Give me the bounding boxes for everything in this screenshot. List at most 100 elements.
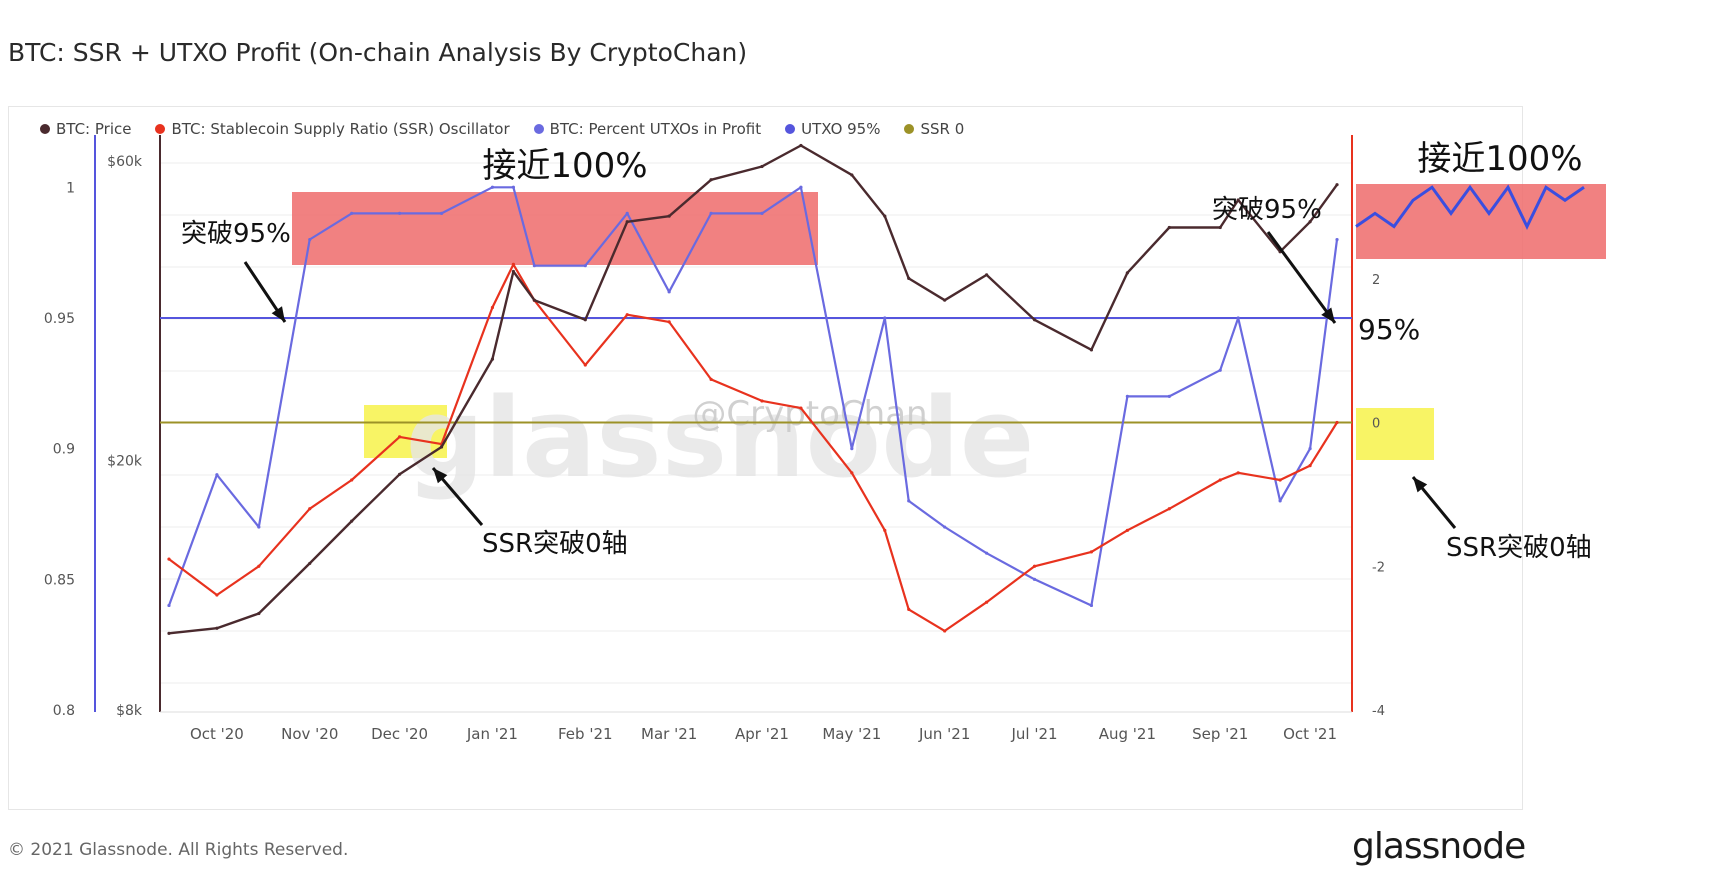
legend-item[interactable]: BTC: Price	[40, 120, 131, 138]
utxo-series-line-point	[1032, 577, 1037, 581]
utxo-series-line-point	[1089, 603, 1094, 608]
annotation-95pct: 95%	[1358, 313, 1420, 346]
legend-item[interactable]: BTC: Stablecoin Supply Ratio (SSR) Oscil…	[155, 120, 510, 138]
price-series-line-point	[350, 519, 354, 523]
ssr-series-line-point	[511, 262, 516, 266]
price-series-line-point	[1032, 318, 1037, 322]
price-tick-label: $20k	[107, 453, 143, 469]
price-series-line-point	[439, 445, 444, 449]
x-tick-label: Feb '21	[558, 725, 613, 743]
legend-dot-icon	[533, 124, 544, 134]
utxo-series-line	[167, 186, 1339, 607]
price-series-line-point	[625, 220, 629, 224]
x-tick-label: May '21	[822, 725, 881, 743]
utxo-series-line-point	[308, 237, 312, 242]
legend-item[interactable]: SSR 0	[904, 120, 964, 138]
ssr-series-line-point	[760, 399, 764, 403]
ssr-series-line-point	[799, 406, 803, 410]
annotation-ssr-right: SSR突破0轴	[1446, 533, 1592, 563]
price-series-line-point	[907, 276, 911, 280]
ssr-tick-label: 0	[1372, 417, 1380, 432]
arrow-break95-left-head	[271, 306, 285, 322]
ssr-series-line-point	[1278, 478, 1282, 482]
ssr-tick-label: 2	[1372, 273, 1380, 288]
price-series-line-point	[943, 298, 947, 302]
x-tick-label: Dec '20	[371, 725, 428, 743]
legend-item[interactable]: BTC: Percent UTXOs in Profit	[533, 120, 761, 138]
utxo-series-line-point	[532, 264, 536, 268]
price-series-line-point	[490, 357, 495, 361]
utxo-series-line-point	[1308, 447, 1312, 451]
ssr-series-line	[168, 263, 1338, 633]
ssr-series-line-point	[985, 600, 989, 604]
ssr-series-line-point	[709, 377, 713, 381]
arrow-ssr-left-head	[433, 468, 448, 484]
price-series-line	[168, 144, 1338, 635]
utxo-extension-line	[1355, 184, 1585, 230]
price-series-line-point	[167, 631, 171, 635]
chart-frame	[8, 106, 1523, 810]
x-tick-label: Aug '21	[1099, 725, 1156, 743]
legend-item[interactable]: UTXO 95%	[785, 120, 880, 138]
x-tick-label: Mar '21	[641, 725, 697, 743]
price-series-line-point	[1125, 271, 1129, 275]
annotation-break95-left: 突破95%	[181, 219, 291, 249]
utxo-series-line-point	[709, 211, 713, 216]
ssr-series-line-point	[1167, 507, 1171, 511]
price-series-line-point	[1335, 183, 1339, 187]
utxo-series-line-point	[439, 211, 444, 216]
price-series-line-point	[850, 173, 854, 177]
ssr-series-line-point	[490, 305, 495, 310]
legend-dot-icon	[904, 124, 915, 134]
price-series-line-point	[308, 561, 312, 566]
annotation-near100-left: 接近100%	[482, 146, 647, 186]
x-tick-label: Nov '20	[281, 725, 338, 743]
legend-label: BTC: Stablecoin Supply Ratio (SSR) Oscil…	[171, 120, 510, 138]
price-series-line-point	[799, 143, 803, 148]
utxo-series-line-point	[1335, 237, 1339, 242]
utxo-series-line-point	[1167, 394, 1171, 398]
copyright-text: © 2021 Glassnode. All Rights Reserved.	[8, 840, 349, 860]
price-tick-label: $8k	[116, 703, 143, 719]
utxo-series-line-point	[511, 185, 516, 189]
highlight-ssr-right	[1356, 408, 1434, 460]
utxo-series-line-point	[1278, 499, 1282, 503]
ssr-series-line-point	[1089, 550, 1094, 554]
ssr-series-line-point	[850, 471, 854, 475]
price-series-line-point	[532, 298, 536, 302]
price-series-line-point	[667, 214, 671, 218]
ssr-series-line-point	[1236, 471, 1240, 475]
x-tick-label: Jan '21	[466, 725, 518, 743]
utxo-series-line-point	[490, 185, 495, 189]
price-series-line-point	[511, 269, 516, 274]
utxo-series-line-point	[625, 211, 629, 216]
ssr-series-line-point	[1308, 464, 1312, 468]
utxo-series-line-point	[215, 473, 219, 477]
arrow-ssr-right-head	[1413, 477, 1428, 493]
utxo-series-line-point	[583, 264, 587, 268]
utxo-series-line-point	[799, 185, 803, 189]
ssr-series-line-point	[1335, 420, 1339, 425]
utxo-series-line-point	[760, 211, 764, 216]
ssr-series-line-point	[1032, 564, 1037, 568]
x-tick-label: Jun '21	[918, 725, 970, 743]
ssr-series-line-point	[1218, 478, 1222, 482]
ssr-series-line-point	[907, 607, 911, 611]
ssr-series-line-point	[167, 557, 171, 561]
price-series-line-point	[985, 273, 989, 277]
ssr-series-line-point	[397, 435, 402, 439]
legend-label: BTC: Price	[56, 120, 132, 138]
utxo-tick-label: 0.8	[53, 703, 75, 719]
legend-label: UTXO 95%	[801, 120, 881, 138]
ssr-series-line-point	[625, 313, 629, 317]
price-series-line-point	[583, 318, 587, 322]
utxo-series-line-point	[350, 211, 354, 216]
ssr-series-line-point	[667, 320, 671, 324]
utxo-tick-label: 1	[66, 180, 75, 196]
price-series-line-point	[1236, 198, 1240, 202]
price-tick-label: $60k	[107, 154, 143, 170]
utxo-series-line-point	[397, 211, 402, 216]
ssr-series-line-point	[308, 507, 312, 511]
x-tick-label: Sep '21	[1192, 725, 1248, 743]
